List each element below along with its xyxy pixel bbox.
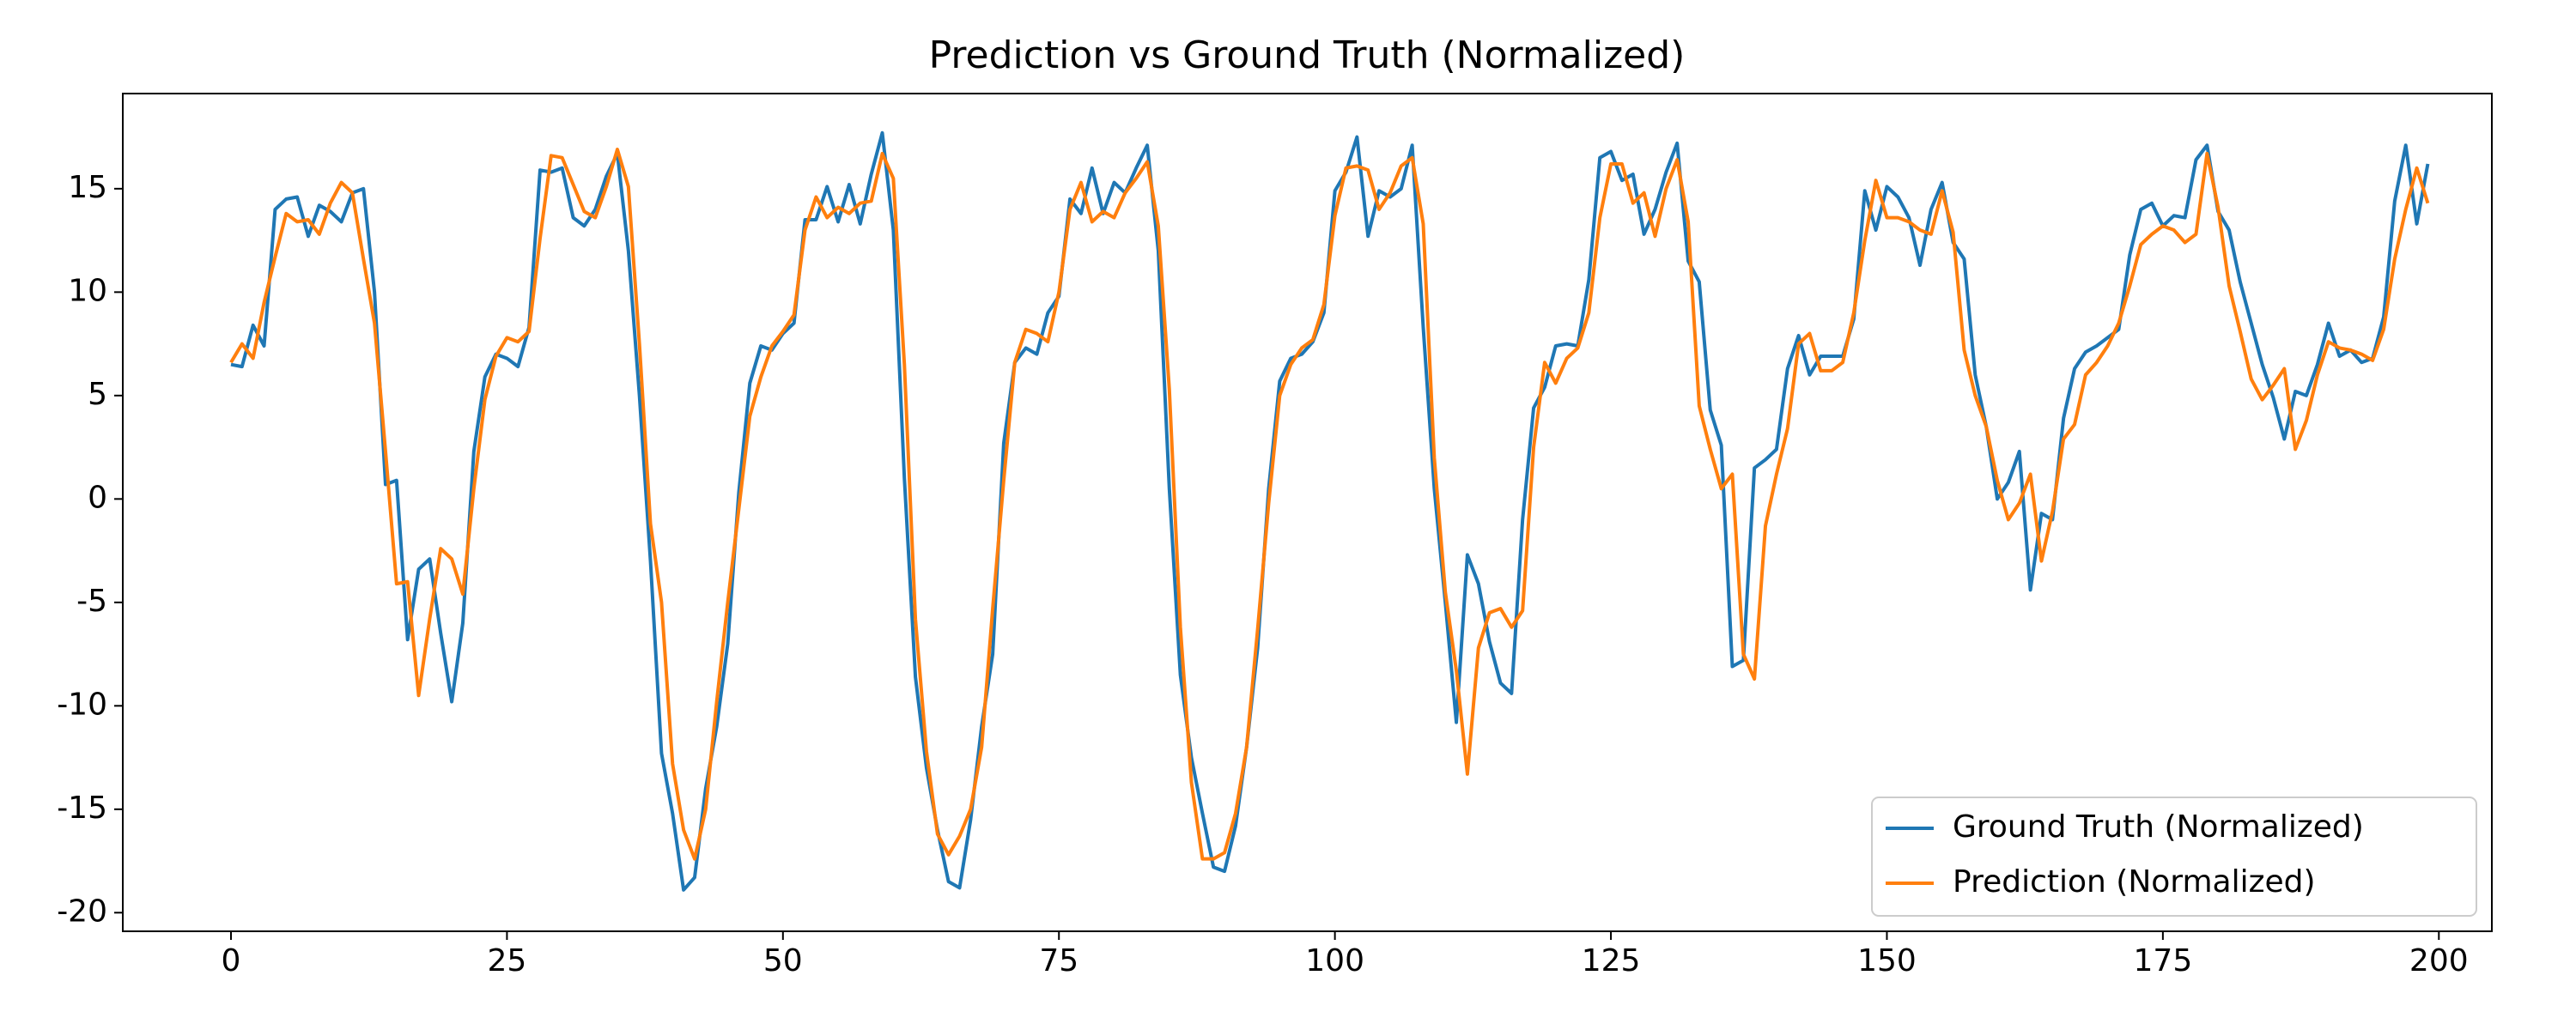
y-tick-label: 15 <box>68 170 107 205</box>
legend-label: Prediction (Normalized) <box>1953 864 2316 900</box>
x-tick-label: 175 <box>2134 943 2193 978</box>
legend: Ground Truth (Normalized) Prediction (Nor… <box>1871 797 2477 917</box>
x-tick-label: 0 <box>222 943 241 978</box>
y-tick-label: -20 <box>57 894 107 929</box>
x-tick-label: 150 <box>1857 943 1917 978</box>
y-tick-label: 10 <box>68 273 107 308</box>
chart-title: Prediction vs Ground Truth (Normalized) <box>929 33 1686 77</box>
plot-frame <box>122 93 2493 932</box>
y-tick-label: 5 <box>88 377 107 412</box>
x-tick-label: 25 <box>487 943 526 978</box>
x-tick-label: 125 <box>1582 943 1641 978</box>
legend-box <box>1871 797 2477 917</box>
x-tick-label: 50 <box>763 943 803 978</box>
y-tick-label: -10 <box>57 687 107 722</box>
y-tick-label: 0 <box>88 480 107 515</box>
x-tick-label: 100 <box>1305 943 1364 978</box>
x-tick-label: 200 <box>2409 943 2469 978</box>
series-line <box>229 148 2430 861</box>
y-tick-label: -5 <box>76 584 107 619</box>
legend-label: Ground Truth (Normalized) <box>1953 809 2364 845</box>
x-tick-label: 75 <box>1039 943 1078 978</box>
y-tick-label: -15 <box>57 791 107 826</box>
